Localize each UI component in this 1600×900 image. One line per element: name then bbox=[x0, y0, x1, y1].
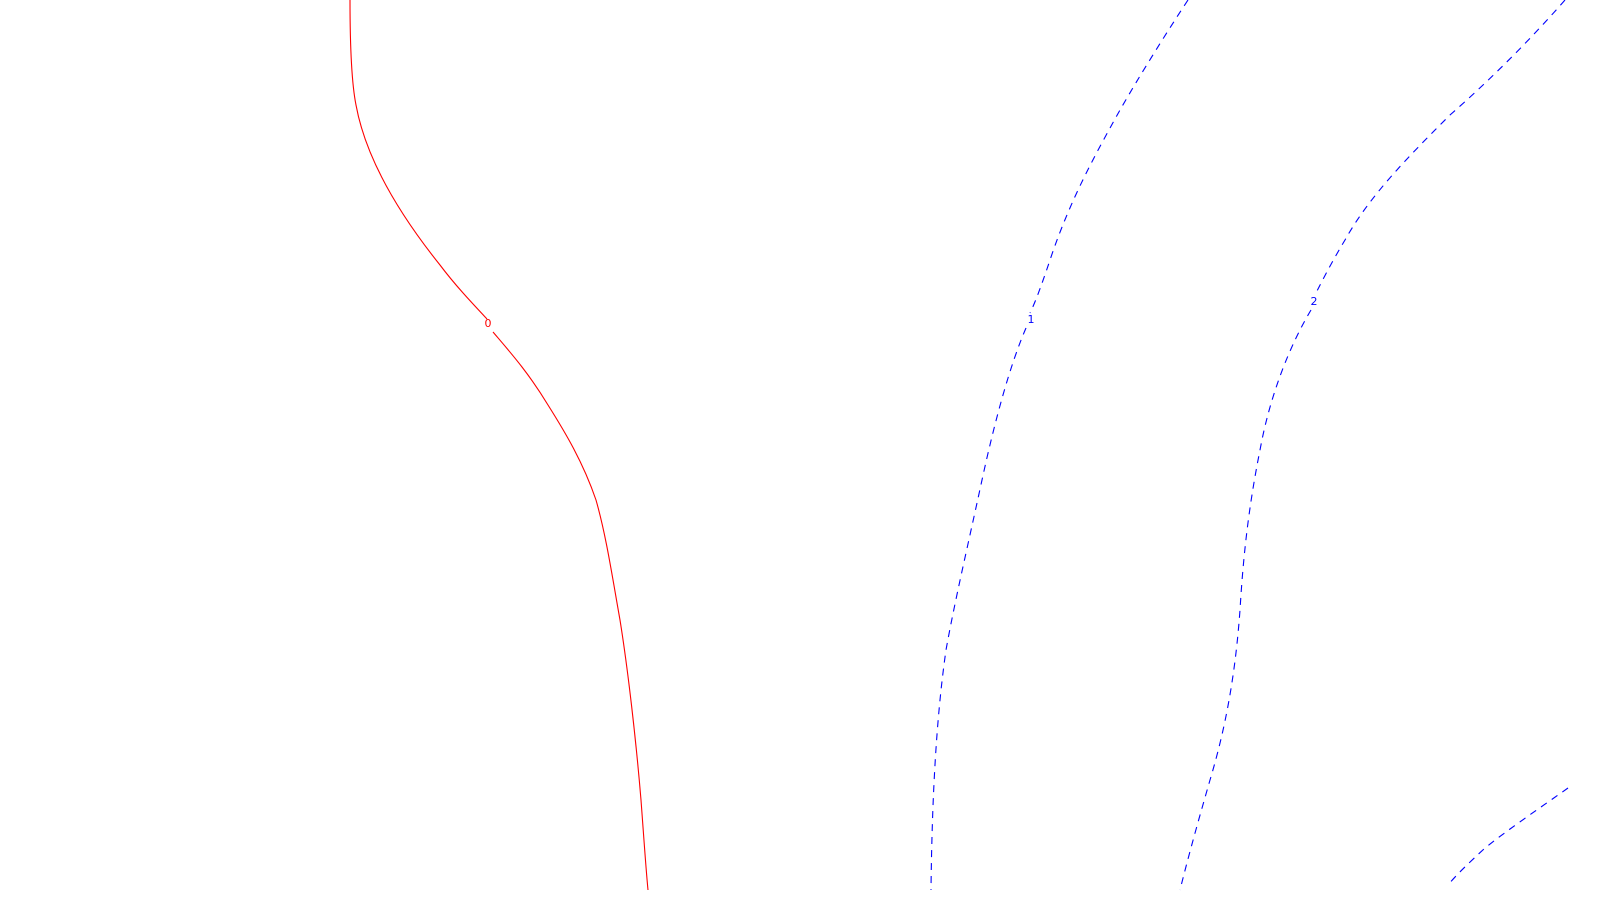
contour-label-2: 2 bbox=[1311, 295, 1318, 308]
contour-lines bbox=[349, 0, 1569, 891]
contour-label-0: 0 bbox=[485, 317, 492, 330]
contour-labels: 0 1 2 bbox=[485, 295, 1318, 330]
contour-label-1: 1 bbox=[1028, 313, 1035, 326]
contour-line-3 bbox=[1447, 787, 1569, 886]
contour-line-1 bbox=[930, 0, 1189, 891]
contour-line-2 bbox=[1179, 0, 1566, 891]
contour-line-0 bbox=[349, 0, 649, 891]
